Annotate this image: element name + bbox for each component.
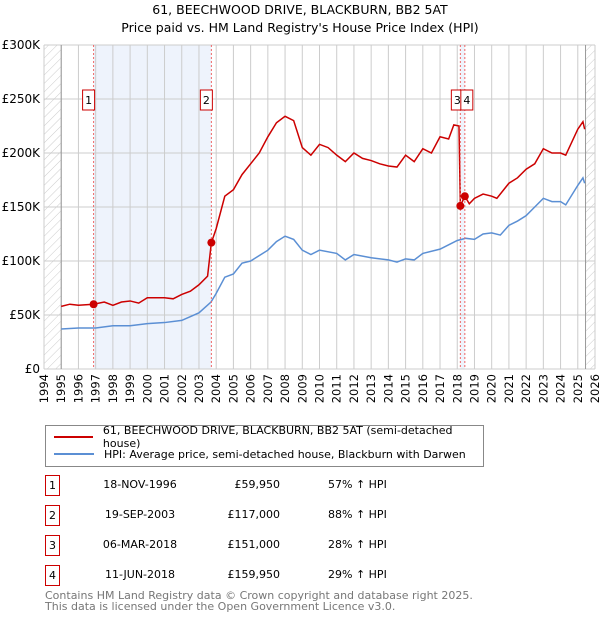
x-tick-label: 2023 [536, 374, 550, 403]
sale-point [89, 300, 98, 309]
legend-red-swatch [54, 436, 93, 438]
sale-number: 1 [45, 475, 60, 496]
sale-label-box [460, 89, 474, 111]
x-tick-label: 2012 [347, 374, 361, 403]
sale-hpi: 57% ↑ HPI [328, 478, 387, 491]
sale-date: 11-JUN-2018 [104, 568, 176, 581]
x-tick-label: 1999 [123, 374, 137, 403]
x-tick-label: 2006 [244, 374, 258, 403]
x-tick-label: 2013 [364, 374, 378, 403]
x-tick-label: 2025 [571, 374, 585, 403]
x-tick-label: 2026 [588, 374, 600, 403]
y-tick-label: £150K [2, 200, 42, 214]
sale-point [460, 192, 469, 201]
sale-price: £159,950 [227, 568, 281, 581]
sale-label: 4 [463, 94, 470, 107]
sale-label: 1 [85, 94, 92, 107]
sale-label-box [82, 89, 96, 111]
legend-red-label: 61, BEECHWOOD DRIVE, BLACKBURN, BB2 5AT … [102, 424, 453, 450]
legend-blue-label: HPI: Average price, semi-detached house,… [104, 447, 466, 461]
footer-line: Contains HM Land Registry data © Crown c… [45, 589, 473, 602]
x-tick-label: 1996 [71, 374, 85, 403]
x-tick-label: 2002 [175, 374, 189, 403]
x-tick-label: 2022 [519, 374, 533, 403]
y-tick-label: £0 [25, 362, 40, 376]
sale-number: 4 [45, 565, 60, 586]
sale-date: 18-NOV-1996 [103, 478, 177, 491]
footer: Contains HM Land Registry data © Crown c… [45, 590, 473, 612]
x-tick-label: 2000 [140, 374, 154, 403]
sale-row: 4 11-JUN-2018 £159,950 29% ↑ HPI [45, 565, 465, 587]
legend: 61, BEECHWOOD DRIVE, BLACKBURN, BB2 5AT … [45, 424, 484, 467]
y-tick-label: £250K [2, 92, 42, 106]
sale-number: 3 [45, 535, 60, 556]
x-tick-label: 2008 [278, 374, 292, 403]
x-tick-label: 1995 [54, 374, 68, 403]
chart-subtitle: Price paid vs. HM Land Registry's House … [121, 20, 479, 35]
sale-number: 2 [45, 505, 60, 526]
x-tick-label: 2003 [192, 374, 206, 403]
sale-point [456, 201, 465, 210]
price-chart: 1994 1995 1996 1997 1998 1999 2000 2001 2002 2003… [2, 38, 600, 403]
sale-hpi: 88% ↑ HPI [328, 508, 387, 521]
series-line [61, 115, 586, 308]
series-line [61, 176, 586, 330]
x-tick-label: 2007 [261, 374, 275, 403]
y-tick-label: £300K [2, 38, 42, 52]
sale-hpi: 28% ↑ HPI [328, 538, 387, 551]
x-tick-label: 2020 [485, 374, 499, 403]
x-tick-label: 2018 [450, 374, 464, 403]
sale-date: 06-MAR-2018 [102, 538, 178, 551]
x-tick-label: 2009 [295, 374, 309, 403]
sale-label-box [199, 89, 213, 111]
sale-point [207, 238, 216, 247]
y-tick-label: £100K [2, 254, 42, 268]
chart-title: 61, BEECHWOOD DRIVE, BLACKBURN, BB2 5AT [152, 2, 448, 17]
footer-line: This data is licensed under the Open Gov… [45, 600, 396, 613]
x-tick-label: 2016 [416, 374, 430, 403]
x-tick-label: 2005 [226, 374, 240, 403]
x-tick-label: 2017 [433, 374, 447, 403]
x-tick-label: 2004 [209, 374, 223, 403]
x-tick-label: 2015 [399, 374, 413, 403]
y-tick-label: £50K [9, 308, 41, 322]
x-tick-label: 2024 [554, 374, 568, 403]
sale-row: 2 19-SEP-2003 £117,000 88% ↑ HPI [45, 505, 465, 527]
x-tick-label: 1998 [106, 374, 120, 403]
sale-price: £117,000 [227, 508, 281, 521]
sale-label: 2 [203, 94, 210, 107]
sale-label: 3 [454, 94, 461, 107]
x-tick-label: 2014 [381, 374, 395, 403]
x-tick-label: 2001 [158, 374, 172, 403]
x-tick-label: 2010 [313, 374, 327, 403]
x-tick-label: 2011 [330, 374, 344, 403]
x-tick-label: 1994 [37, 374, 51, 403]
sale-price: £151,000 [227, 538, 281, 551]
y-tick-label: £200K [2, 146, 42, 160]
sale-price: £59,950 [234, 478, 281, 491]
x-tick-label: 2019 [467, 374, 481, 403]
sale-row: 1 18-NOV-1996 £59,950 57% ↑ HPI [45, 475, 465, 497]
sale-hpi: 29% ↑ HPI [328, 568, 387, 581]
x-tick-label: 2021 [502, 374, 516, 403]
x-tick-label: 1997 [89, 374, 103, 403]
sale-date: 19-SEP-2003 [104, 508, 176, 521]
legend-blue-swatch [54, 453, 94, 455]
sale-row: 3 06-MAR-2018 £151,000 28% ↑ HPI [45, 535, 465, 557]
